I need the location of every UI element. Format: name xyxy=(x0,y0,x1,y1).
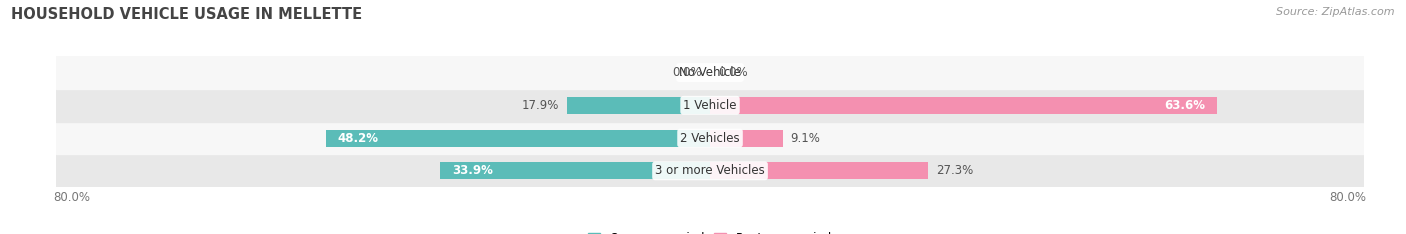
Bar xyxy=(56,154,1364,187)
Bar xyxy=(326,130,710,146)
Bar xyxy=(56,89,1364,122)
Text: 2 Vehicles: 2 Vehicles xyxy=(681,132,740,145)
Text: 1 Vehicle: 1 Vehicle xyxy=(683,99,737,112)
Text: 63.6%: 63.6% xyxy=(1164,99,1205,112)
Bar xyxy=(56,122,1364,154)
Bar xyxy=(710,162,928,179)
Legend: Owner-occupied, Renter-occupied: Owner-occupied, Renter-occupied xyxy=(583,227,837,234)
Text: No Vehicle: No Vehicle xyxy=(679,66,741,79)
Text: HOUSEHOLD VEHICLE USAGE IN MELLETTE: HOUSEHOLD VEHICLE USAGE IN MELLETTE xyxy=(11,7,363,22)
Bar xyxy=(440,162,710,179)
Bar xyxy=(56,56,1364,89)
Text: Source: ZipAtlas.com: Source: ZipAtlas.com xyxy=(1277,7,1395,17)
Text: 17.9%: 17.9% xyxy=(522,99,560,112)
Text: 0.0%: 0.0% xyxy=(718,66,748,79)
Text: 0.0%: 0.0% xyxy=(672,66,702,79)
Text: 48.2%: 48.2% xyxy=(337,132,378,145)
Text: 3 or more Vehicles: 3 or more Vehicles xyxy=(655,164,765,177)
Bar xyxy=(567,97,710,114)
Bar xyxy=(710,97,1218,114)
Text: 9.1%: 9.1% xyxy=(790,132,821,145)
Text: 27.3%: 27.3% xyxy=(935,164,973,177)
Bar xyxy=(710,130,783,146)
Text: 33.9%: 33.9% xyxy=(451,164,492,177)
